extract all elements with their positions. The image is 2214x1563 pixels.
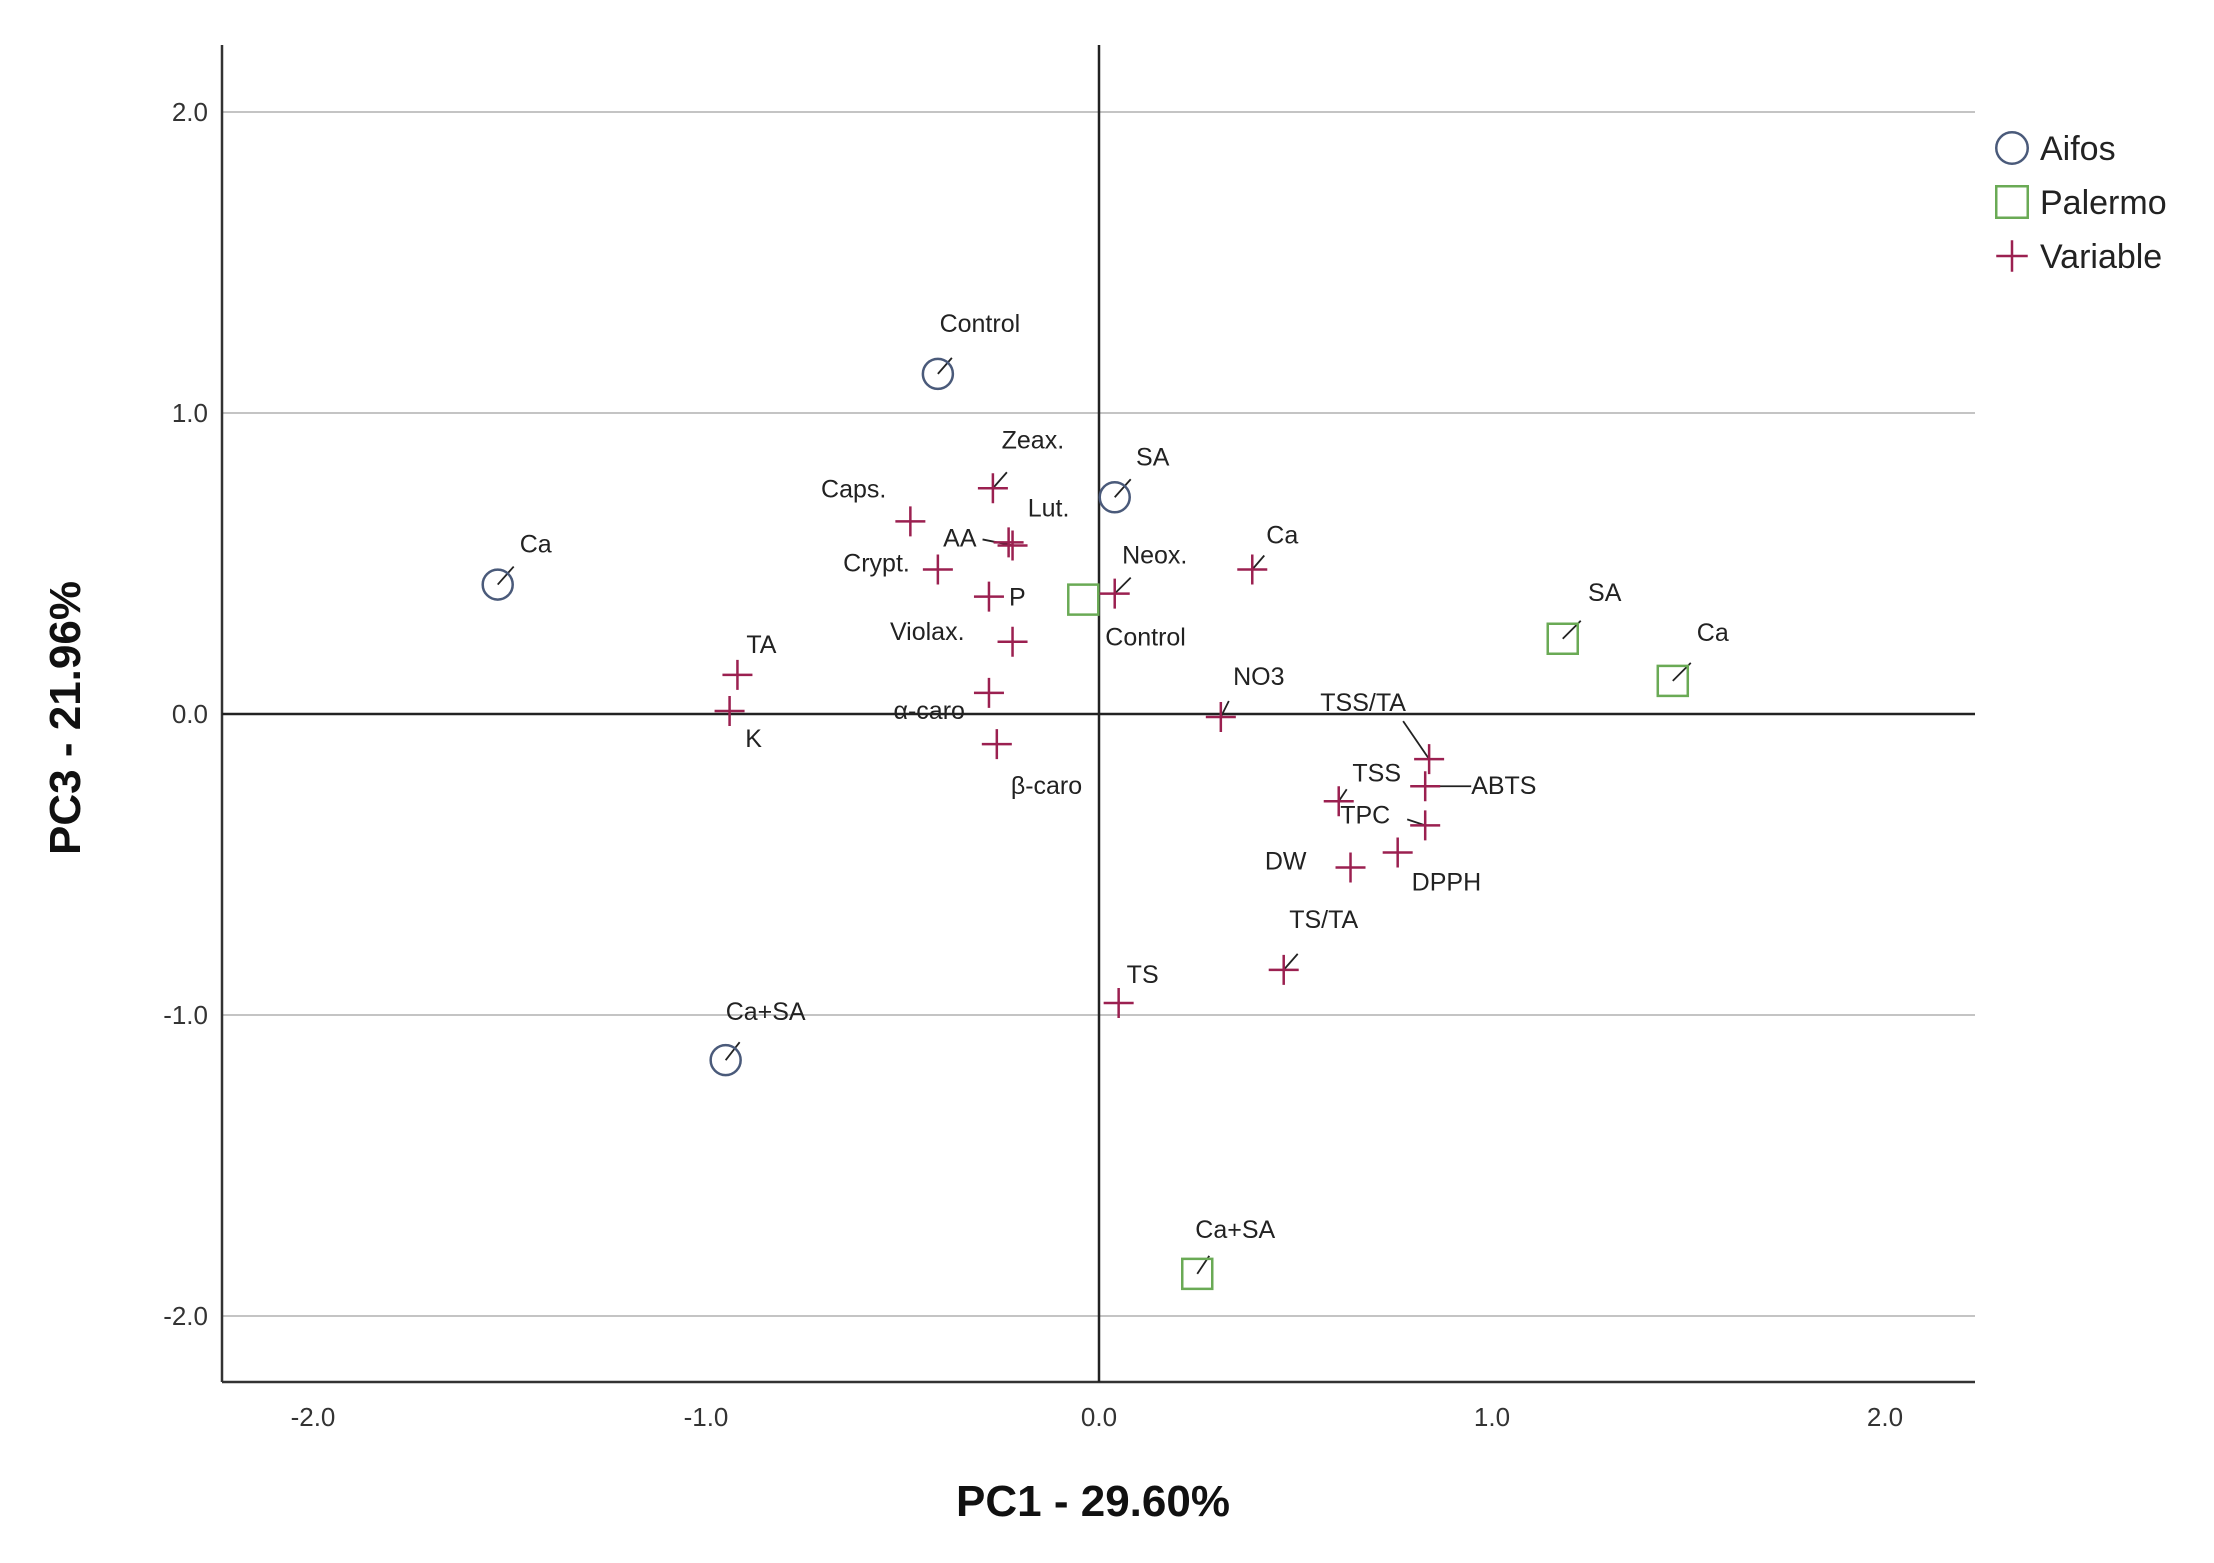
y-tick-label: -1.0 [163,1000,208,1030]
leader-line [1402,720,1430,760]
leader-line [1337,788,1348,802]
point-label: Neox. [1122,542,1187,570]
point-label: TA [746,631,776,659]
point-label: Control [940,310,1021,338]
point-label: P [1009,584,1026,612]
leader-line [1114,576,1132,595]
x-tick-label: -1.0 [684,1402,729,1432]
plus-marker [1268,954,1299,985]
point-label: Caps. [821,475,886,503]
legend-label: Aifos [2040,130,2116,168]
point-label: SA [1136,443,1170,471]
leader-line [992,471,1008,489]
point-label: DPPH [1412,868,1481,896]
legend-label: Palermo [2040,184,2167,222]
data-points [481,357,1690,1291]
square-marker [1546,622,1579,655]
point-label: Ca+SA [1195,1216,1275,1244]
point-label: TS [1127,961,1159,989]
x-tick-label: 2.0 [1867,1402,1903,1432]
legend-circle-marker [1995,131,2029,165]
circle-marker [481,568,514,601]
point-label: Violax. [890,618,965,646]
point-label: TSS [1352,759,1401,787]
point-label: Lut. [1028,494,1070,522]
point-label: TPC [1340,801,1390,829]
y-axis-title: PC3 - 21.96% [41,581,90,855]
point-label: DW [1265,848,1307,876]
y-tick-label: 0.0 [172,699,208,729]
square-marker [1181,1257,1214,1291]
plus-marker [1205,702,1236,733]
plus-marker [993,527,1024,558]
y-tick-label: 2.0 [172,97,208,127]
x-tick-label: -2.0 [291,1402,336,1432]
circle-marker [1098,481,1131,514]
leader-line [937,357,953,375]
point-label: NO3 [1233,663,1284,691]
plus-marker [1335,852,1366,883]
leader-line [1283,953,1299,971]
plus-marker [997,530,1028,561]
point-label: Ca [1266,522,1298,550]
point-label: β-caro [1011,772,1082,800]
y-tick-label: 1.0 [172,398,208,428]
point-labels: Control SA Ca Ca+SA Control SA Ca Ca+SA Zeax. Cap… [520,310,1729,1244]
x-tick-label: 0.0 [1081,1402,1117,1432]
leader-line [497,565,515,586]
plus-marker [1099,578,1130,609]
axes [220,45,1975,1384]
x-axis-title: PC1 - 29.60% [956,1477,1230,1526]
plus-marker [722,659,753,690]
plus-marker [997,626,1028,657]
leader-line [724,1041,741,1061]
leader-line [1251,554,1265,571]
square-marker [1656,664,1690,698]
point-label: SA [1588,579,1622,607]
plus-marker [1382,837,1413,868]
point-label: Ca+SA [726,998,806,1026]
square-marker [1067,583,1100,616]
plus-marker [714,695,745,726]
plus-marker [1414,744,1445,775]
plus-marker [973,581,1004,612]
plus-marker [977,473,1008,504]
point-label: Zeax. [1002,426,1065,454]
point-label: K [745,725,762,753]
y-tick-label: -2.0 [163,1301,208,1331]
legend: Aifos Palermo Variable [1995,130,2167,276]
plus-marker [1410,771,1441,802]
legend-label: Variable [2040,238,2162,276]
leader-line [1114,478,1132,498]
plus-marker [1323,786,1354,817]
plus-marker [1237,554,1268,585]
point-label: ABTS [1471,772,1536,800]
point-label: TSS/TA [1320,689,1406,717]
plus-marker [981,729,1012,760]
plus-marker [895,506,926,537]
point-label: Control [1105,624,1186,652]
plus-marker [1410,810,1441,841]
plus-marker [1103,987,1134,1018]
legend-plus-marker [1996,240,2028,272]
plus-marker [922,554,953,585]
plus-marker [973,677,1004,708]
leader-line [1220,700,1230,718]
circle-marker [709,1043,742,1077]
point-label: TS/TA [1289,906,1358,934]
point-label: Crypt. [843,550,910,578]
tick-labels: -2.0 -1.0 0.0 1.0 2.0 -2.0 -1.0 0.0 1.0 2.0 [163,97,1903,1432]
point-label: α-caro [894,697,965,725]
legend-square-marker [1995,185,2029,219]
point-label: Ca [1697,619,1729,647]
circle-marker [921,357,955,391]
point-label: AA [943,524,977,552]
point-label: Ca [520,531,552,559]
x-tick-label: 1.0 [1474,1402,1510,1432]
